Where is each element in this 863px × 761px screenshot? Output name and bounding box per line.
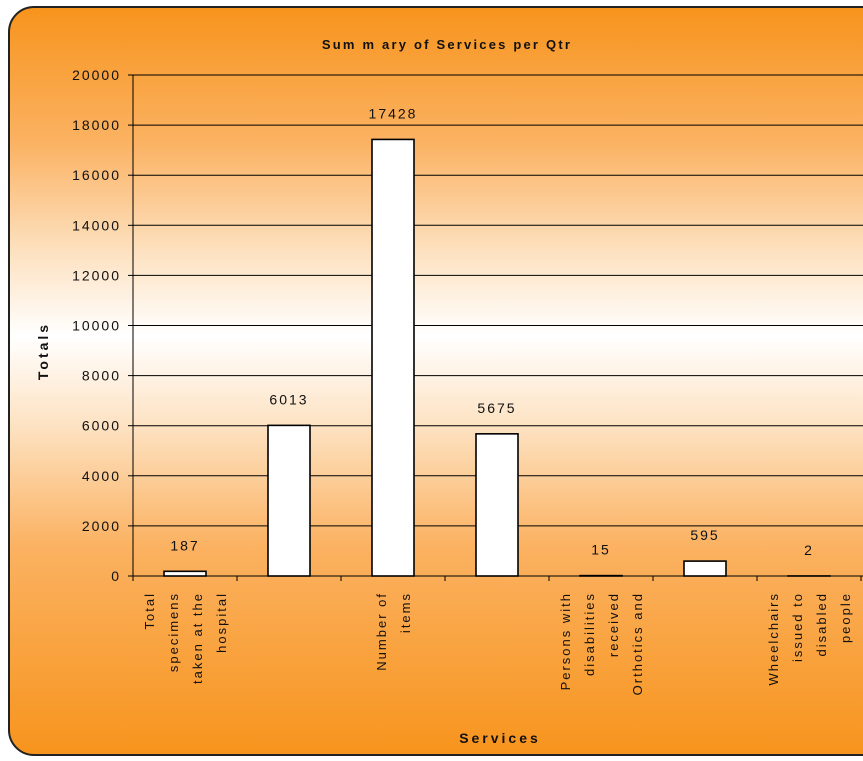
chart-title: Sum m ary of Services per Qtr — [322, 37, 572, 52]
bar — [267, 424, 311, 577]
y-tick-label: 2000 — [82, 518, 121, 534]
data-label: 187 — [170, 537, 199, 553]
x-category-label: Persons with — [558, 592, 573, 690]
x-category-label: hospital — [214, 592, 229, 653]
y-tick-label: 20000 — [72, 67, 121, 83]
data-label: 595 — [690, 527, 719, 543]
x-category-label: disabled — [814, 592, 829, 656]
x-category-label: Wheelchairs — [766, 592, 781, 686]
x-axis-title: Services — [459, 730, 541, 746]
x-category-label: Orthotics and — [630, 592, 645, 695]
bar — [371, 138, 415, 577]
x-category-label: taken at the — [190, 592, 205, 684]
labels: 187 6013 17428 5675 15 595 2 Total specimens take… — [142, 105, 853, 695]
chart-frame — [8, 6, 863, 756]
data-label: 6013 — [269, 391, 308, 407]
data-label: 5675 — [477, 400, 516, 416]
data-label: 15 — [591, 542, 611, 558]
x-category-label: received — [606, 592, 621, 657]
x-category-label: issued to — [790, 592, 805, 662]
y-tick-label: 12000 — [72, 267, 121, 283]
axes: 0 2000 4000 6000 8000 10000 12000 14000 16000 180… — [72, 67, 863, 584]
x-category-label: specimens — [166, 592, 181, 672]
y-tick-label: 14000 — [72, 217, 121, 233]
y-axis-title: Totals — [35, 322, 51, 380]
y-tick-label: 18000 — [72, 117, 121, 133]
x-category-label: Number of — [374, 592, 389, 671]
x-category-label: disabilities — [582, 592, 597, 676]
y-tick-label: 16000 — [72, 167, 121, 183]
bar — [683, 560, 727, 577]
y-tick-label: 0 — [111, 568, 121, 584]
bars — [163, 138, 831, 577]
x-category-label: people — [838, 592, 853, 643]
x-category-label: Total — [142, 592, 157, 629]
y-tick-label: 8000 — [82, 368, 121, 384]
bar — [475, 433, 519, 577]
data-label: 17428 — [369, 105, 418, 121]
data-label: 2 — [804, 542, 814, 558]
y-tick-label: 6000 — [82, 418, 121, 434]
y-tick-label: 10000 — [72, 318, 121, 334]
y-tick-label: 4000 — [82, 468, 121, 484]
bar — [163, 570, 207, 577]
x-category-label: items — [398, 592, 413, 633]
